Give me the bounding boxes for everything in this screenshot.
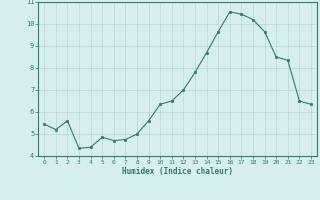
X-axis label: Humidex (Indice chaleur): Humidex (Indice chaleur) xyxy=(122,167,233,176)
